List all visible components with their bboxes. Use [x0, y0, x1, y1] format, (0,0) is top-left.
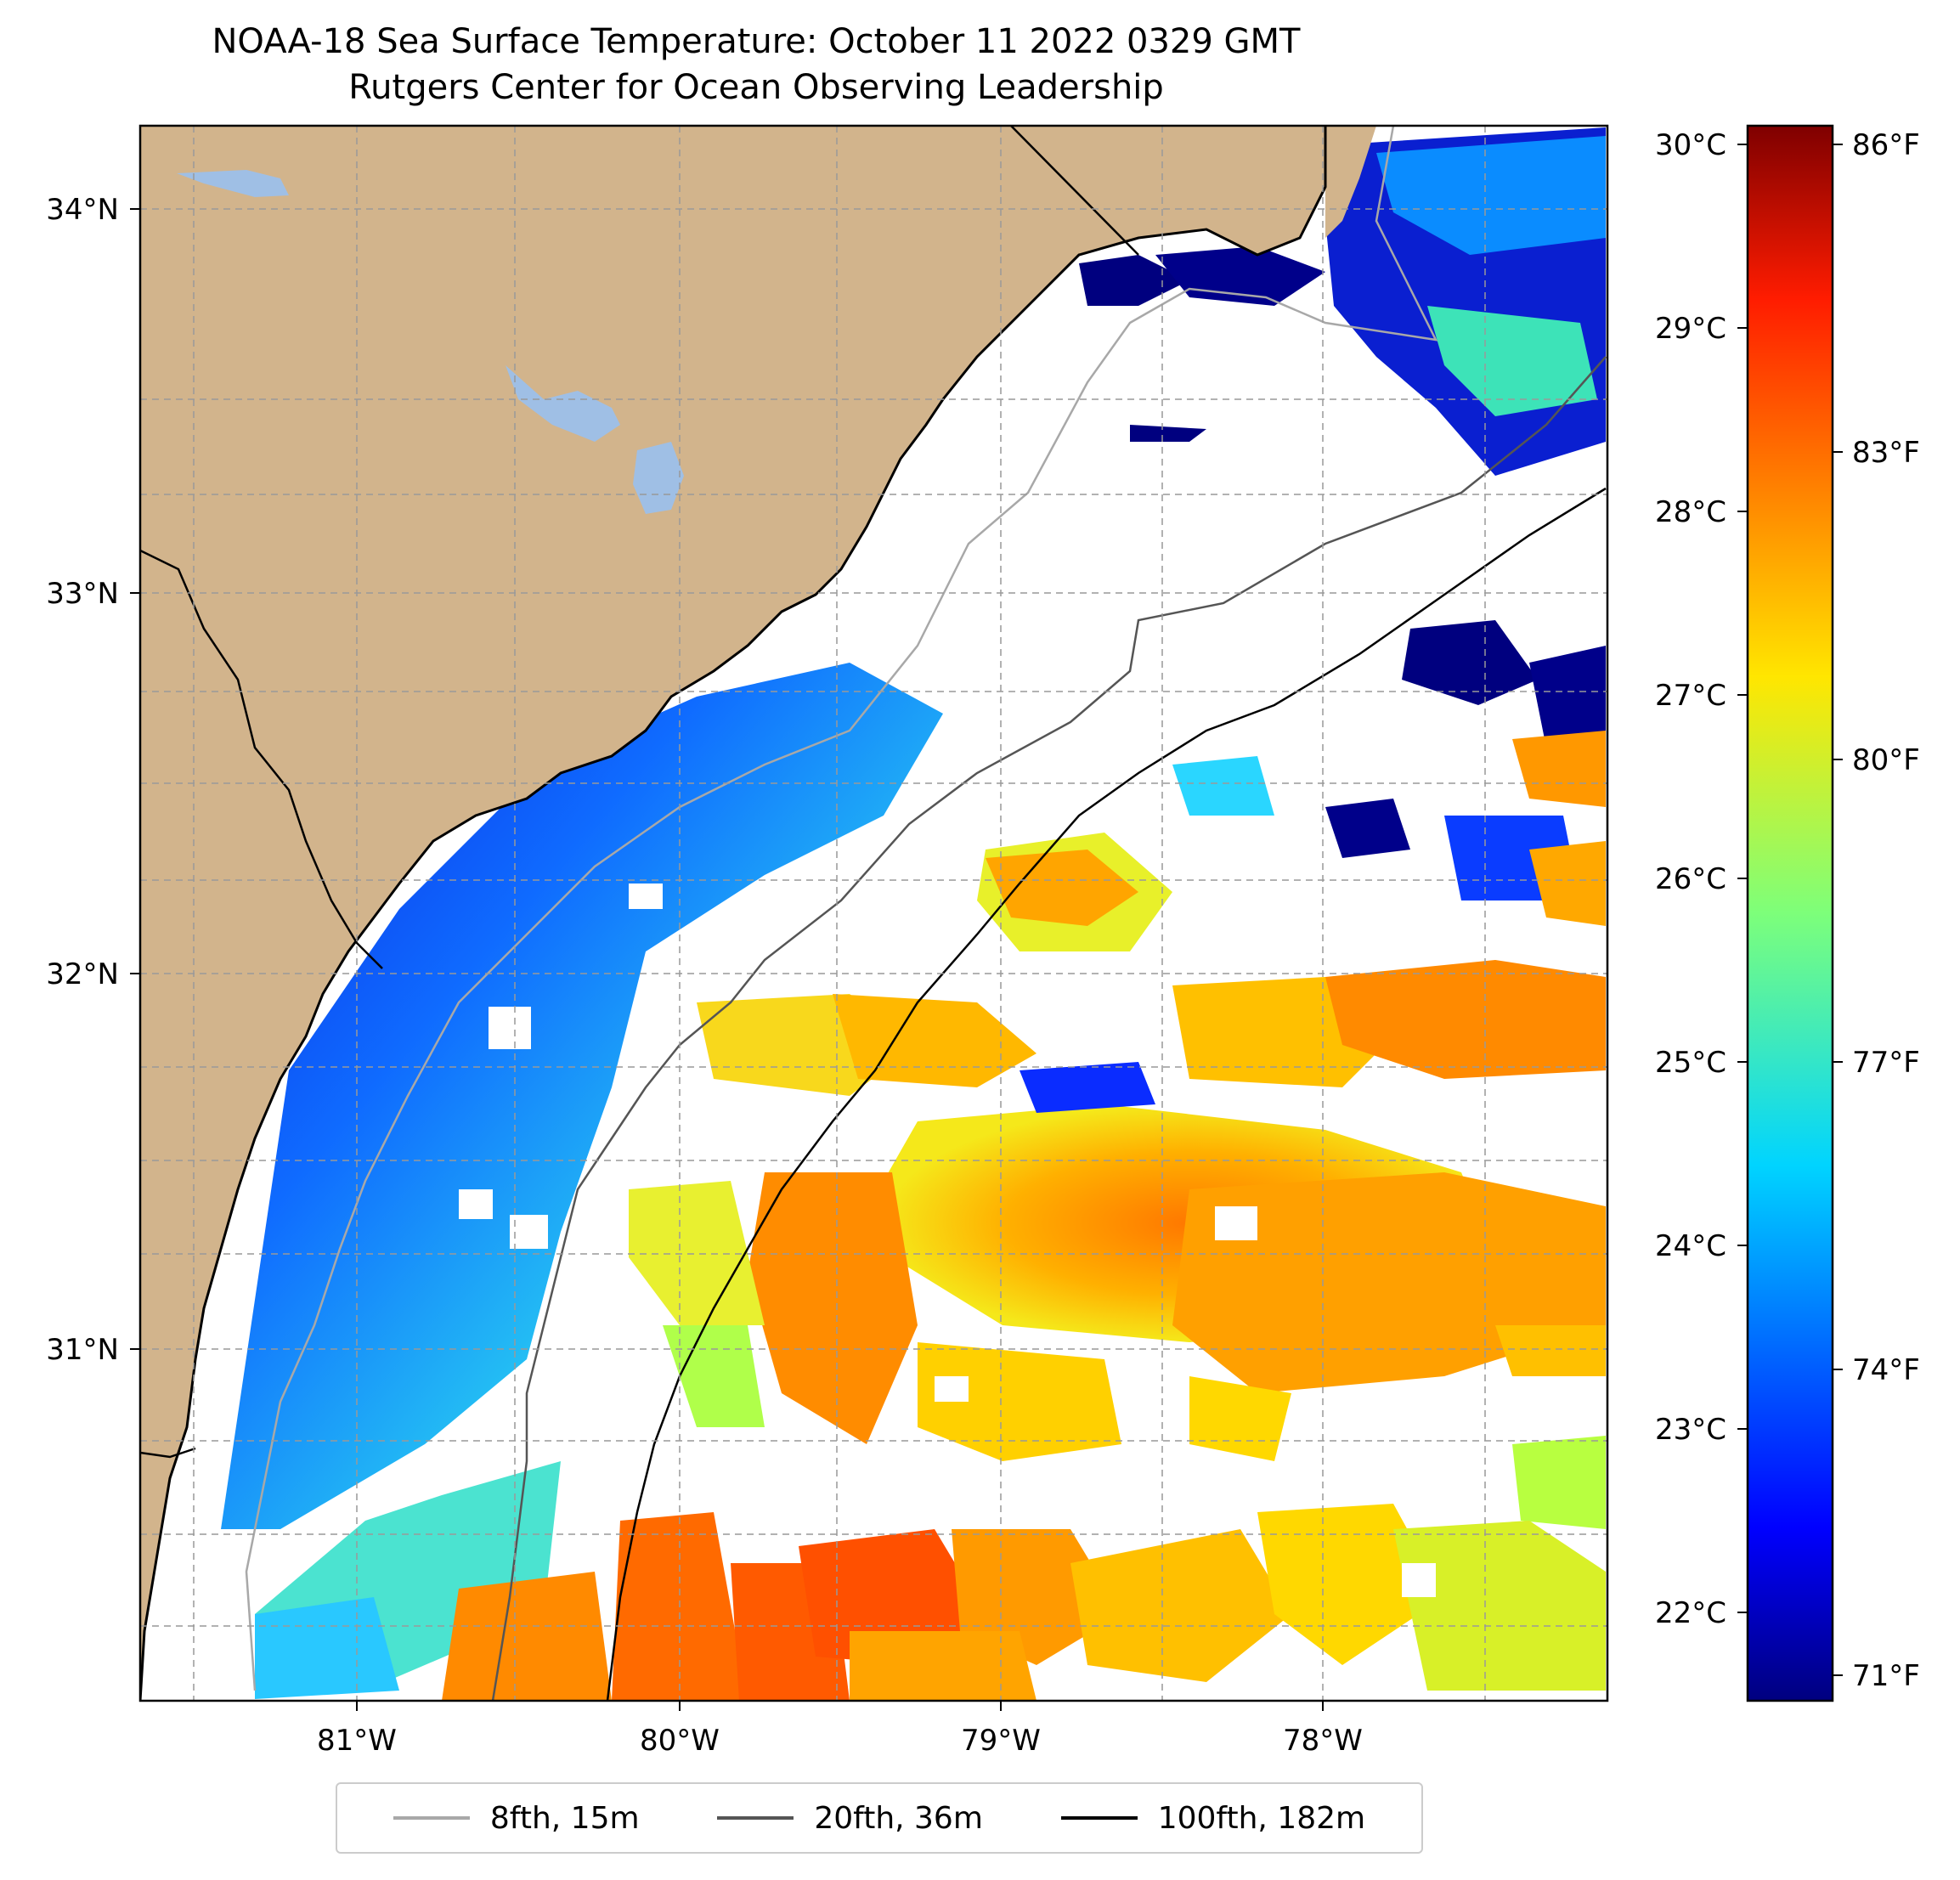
- state-border-ga-fl: [140, 1447, 196, 1459]
- fahrenheit-tick-label: 80°F: [1852, 743, 1920, 777]
- land-mass: [140, 126, 1325, 1701]
- legend-line-swatch: [393, 1816, 470, 1820]
- state-border-sc-ga: [140, 549, 383, 969]
- lake-2: [506, 365, 620, 442]
- lake-3: [633, 442, 684, 514]
- cloud-gaps: [459, 884, 1436, 1597]
- celsius-tick-label: 25°C: [1655, 1046, 1726, 1080]
- legend-line-swatch: [1060, 1816, 1138, 1820]
- legend-item-100fth: 100fth, 182m: [1060, 1800, 1366, 1836]
- sst-field: [221, 127, 1606, 1701]
- fahrenheit-tick-label: 86°F: [1852, 128, 1920, 162]
- state-border-nc-sc: [1010, 126, 1139, 256]
- lon-tick-label: 81°W: [317, 1724, 397, 1758]
- fahrenheit-tick-label: 71°F: [1852, 1659, 1920, 1693]
- coastline: [140, 126, 1327, 1701]
- celsius-tick-label: 24°C: [1655, 1229, 1726, 1263]
- map-area: [140, 126, 1607, 1701]
- map-title: NOAA-18 Sea Surface Temperature: October…: [212, 22, 1301, 61]
- isobath-15m: [245, 126, 1438, 1691]
- celsius-tick-label: 26°C: [1655, 862, 1726, 896]
- colorbar-ticks: [1737, 144, 1843, 1676]
- isobath-182m: [606, 487, 1607, 1701]
- lon-tick-label: 79°W: [961, 1724, 1041, 1758]
- celsius-tick-label: 30°C: [1655, 128, 1726, 162]
- map-frame: [138, 124, 1609, 1702]
- lat-tick-label: 32°N: [46, 957, 119, 991]
- fahrenheit-tick-label: 77°F: [1852, 1046, 1920, 1080]
- celsius-tick-label: 22°C: [1655, 1596, 1726, 1630]
- legend-label: 20fth, 36m: [814, 1800, 983, 1836]
- lat-tick-label: 31°N: [46, 1333, 119, 1367]
- lon-tick-label: 78°W: [1283, 1724, 1363, 1758]
- lat-tick-label: 33°N: [46, 577, 119, 611]
- graticule: [140, 126, 1607, 1701]
- fahrenheit-tick-label: 83°F: [1852, 436, 1920, 470]
- colorbar: [1746, 124, 1834, 1702]
- fahrenheit-tick-label: 74°F: [1852, 1353, 1920, 1387]
- lon-tick-label: 80°W: [640, 1724, 720, 1758]
- lake-1: [177, 170, 289, 197]
- celsius-tick-label: 27°C: [1655, 679, 1726, 713]
- land-east-cape: [1325, 126, 1376, 238]
- map-subtitle: Rutgers Center for Ocean Observing Leade…: [348, 68, 1164, 107]
- lat-tick-label: 34°N: [46, 193, 119, 227]
- celsius-tick-label: 23°C: [1655, 1413, 1726, 1447]
- legend-item-20fth: 20fth, 36m: [717, 1801, 983, 1836]
- celsius-tick-label: 29°C: [1655, 312, 1726, 346]
- legend-label: 8fth, 15m: [489, 1800, 640, 1836]
- legend-line-swatch: [717, 1816, 794, 1820]
- isobath-legend: 8fth, 15m 20fth, 36m 100fth, 182m: [336, 1782, 1423, 1854]
- legend-label: 100fth, 182m: [1157, 1800, 1366, 1836]
- axis-ticks: [130, 208, 1324, 1711]
- celsius-tick-label: 28°C: [1655, 495, 1726, 529]
- legend-item-8fth: 8fth, 15m: [393, 1801, 640, 1836]
